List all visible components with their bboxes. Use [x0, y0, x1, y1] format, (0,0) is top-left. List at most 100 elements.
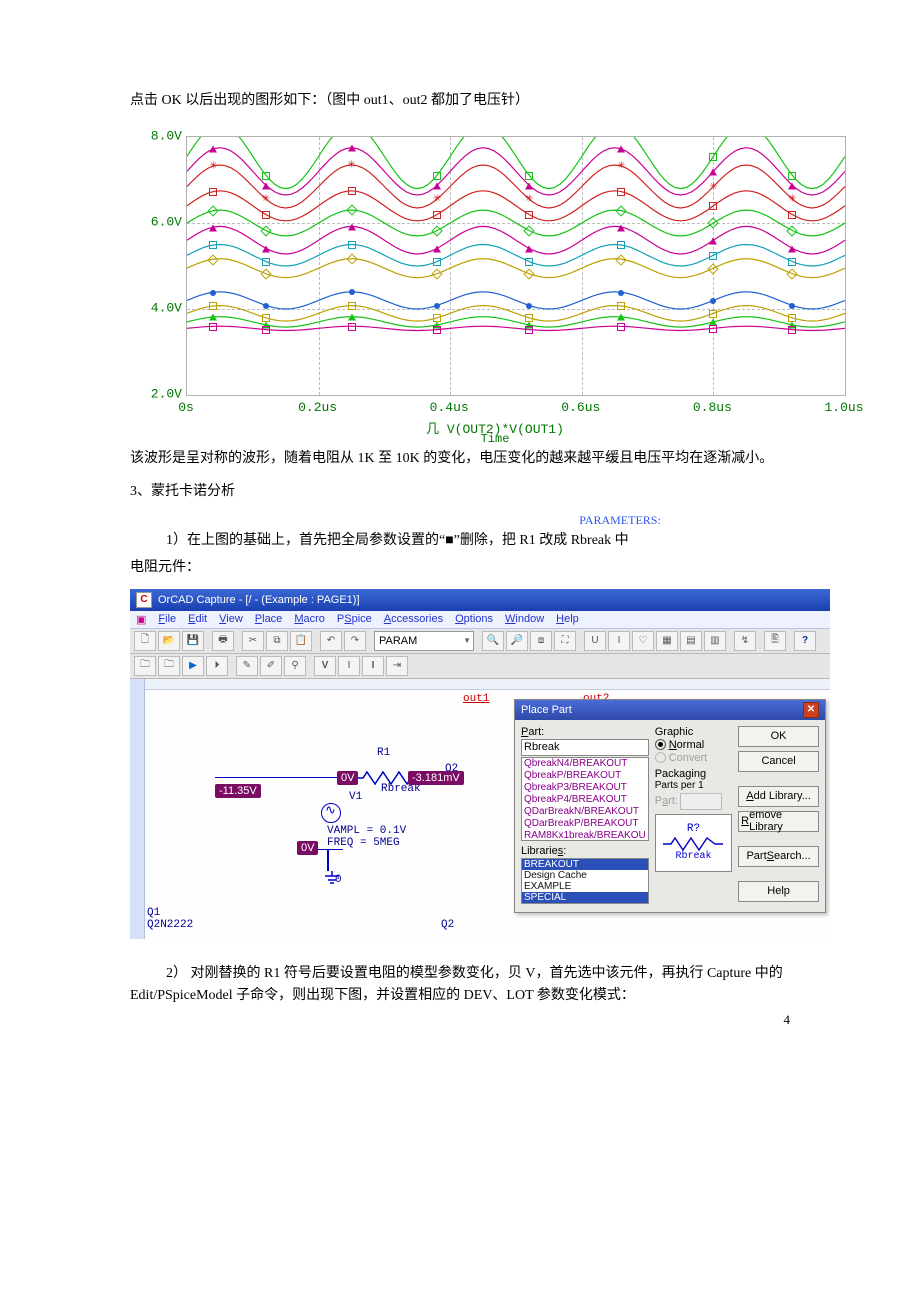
open-icon[interactable]: 📂 — [158, 631, 180, 651]
voltage-0v-box-1: 0V — [337, 771, 358, 785]
part-listbox[interactable]: QbreakN4/BREAKOUTQbreakP/BREAKOUTQbreakP… — [521, 757, 649, 841]
packaging-label: Packaging — [655, 768, 732, 780]
app-icon: C — [136, 592, 152, 608]
tool-g1-icon[interactable]: ▦ — [656, 631, 678, 651]
help-button[interactable]: Help — [738, 881, 819, 902]
part-label: Part: — [521, 726, 649, 738]
step-2-text: 2） 对刚替换的 R1 符号后要设置电阻的模型参数变化，贝 V，首先选中该元件，… — [130, 963, 790, 1008]
t2-3-icon[interactable]: ⏵ — [206, 656, 228, 676]
menu-macro[interactable]: Macro — [294, 613, 325, 626]
ok-button[interactable]: OK — [738, 726, 819, 747]
voltage-0v-box-2: 0V — [297, 841, 318, 855]
part-dropdown[interactable]: PARAM — [374, 631, 474, 651]
orcad-window: C OrCAD Capture - [/ - (Example : PAGE1)… — [130, 589, 830, 939]
tool-v-icon[interactable]: ♡ — [632, 631, 654, 651]
dialog-titlebar: Place Part ✕ — [515, 700, 825, 720]
menu-view[interactable]: View — [219, 613, 243, 626]
menu-help[interactable]: Help — [556, 613, 579, 626]
net-out1: out1 — [463, 693, 489, 705]
undo-icon[interactable]: ↶ — [320, 631, 342, 651]
bold-i-icon[interactable]: I — [362, 656, 384, 676]
probe-v-icon[interactable]: ✎ — [236, 656, 258, 676]
print-icon[interactable]: 🖶 — [212, 631, 234, 651]
q1-model: Q2N2222 — [147, 919, 193, 931]
voltage-mv-box: -3.181mV — [408, 771, 464, 785]
resistor-part-note: 电阻元件： — [130, 557, 790, 579]
zoom-in-icon[interactable]: 🔍 — [482, 631, 504, 651]
remove-library-button[interactable]: Remove Library — [738, 811, 819, 832]
freq-label: FREQ = 5MEG — [327, 837, 400, 849]
q2-right: Q2 — [441, 919, 454, 931]
add-library-button[interactable]: Add Library... — [738, 786, 819, 807]
menu-place[interactable]: Place — [255, 613, 283, 626]
toolbar-row-1: 🗋 📂 💾 🖶 ✂ ⧉ 📋 ↶ ↷ PARAM 🔍 🔎 ⧈ ⛶ U I ♡ ▦ … — [130, 629, 830, 654]
preview-type: Rbreak — [675, 851, 711, 862]
q1-refdes: Q1 — [147, 907, 160, 919]
close-icon[interactable]: ✕ — [803, 702, 819, 718]
menu-accessories[interactable]: Accessories — [384, 613, 443, 626]
tool-g3-icon[interactable]: ▥ — [704, 631, 726, 651]
gnd-0: 0 — [335, 874, 342, 886]
menu-window[interactable]: Window — [505, 613, 544, 626]
place-part-dialog: Place Part ✕ Part: QbreakN4/BREAKOUTQbre… — [514, 699, 826, 913]
type-dropdown — [680, 793, 722, 810]
tool-u-icon[interactable]: U — [584, 631, 606, 651]
type-label: Part: — [655, 795, 678, 807]
radio-normal[interactable]: Normal — [655, 739, 732, 751]
zoom-fit-icon[interactable]: ⛶ — [554, 631, 576, 651]
section-3-heading: 3、蒙托卡诺分析 — [130, 481, 790, 503]
tool-s-icon[interactable]: ↯ — [734, 631, 756, 651]
vsource-symbol[interactable] — [321, 803, 341, 823]
r1-refdes: R1 — [377, 747, 390, 759]
help-icon[interactable]: ? — [794, 631, 816, 651]
v1-refdes: V1 — [349, 791, 362, 803]
cut-icon[interactable]: ✂ — [242, 631, 264, 651]
left-ruler — [130, 679, 145, 939]
menu-edit[interactable]: Edit — [188, 613, 207, 626]
waveform-chart: ✳✳✳✳✳✳✳✳0s0.2us0.4us0.6us0.8us1.0us2.0V4… — [130, 130, 860, 440]
part-input[interactable] — [521, 739, 649, 756]
page-number: 4 — [784, 1012, 791, 1028]
tool-t-icon[interactable]: 🖺 — [764, 631, 786, 651]
schematic-canvas[interactable]: out1 out2 R1 Q2 Rbreak -11.35V 0V -3.181… — [145, 679, 830, 939]
bold-v-icon[interactable]: V — [314, 656, 336, 676]
tool-i1-icon[interactable]: I — [608, 631, 630, 651]
step-1-text: 1）在上图的基础上，首先把全局参数设置的“■”删除，把 R1 改成 Rbreak… — [166, 530, 790, 552]
i-icon[interactable]: I — [338, 656, 360, 676]
t2-play-icon[interactable]: ▶ — [182, 656, 204, 676]
parameters-label: PARAMETERS: — [450, 513, 790, 528]
vampl-label: VAMPL = 0.1V — [327, 825, 406, 837]
t2-2-icon[interactable]: 🗀 — [158, 656, 180, 676]
window-titlebar: C OrCAD Capture - [/ - (Example : PAGE1)… — [130, 589, 830, 611]
voltage-left-box: -11.35V — [215, 784, 261, 798]
last-icon[interactable]: ⇥ — [386, 656, 408, 676]
menu-pspice[interactable]: PSpice — [337, 613, 372, 626]
copy-icon[interactable]: ⧉ — [266, 631, 288, 651]
t2-1-icon[interactable]: 🗀 — [134, 656, 156, 676]
part-preview: R? Rbreak — [655, 814, 732, 872]
redo-icon[interactable]: ↷ — [344, 631, 366, 651]
intro-text: 点击 OK 以后出现的图形如下：（图中 out1、out2 都加了电压针） — [130, 90, 790, 112]
menu-file[interactable]: File — [158, 613, 176, 626]
zoom-out-icon[interactable]: 🔎 — [506, 631, 528, 651]
libraries-listbox[interactable]: BREAKOUTDesign CacheEXAMPLESPECIAL — [521, 858, 649, 904]
new-icon[interactable]: 🗋 — [134, 631, 156, 651]
wire — [327, 849, 329, 871]
workspace: out1 out2 R1 Q2 Rbreak -11.35V 0V -3.181… — [130, 679, 830, 939]
probe-i-icon[interactable]: ✐ — [260, 656, 282, 676]
preview-refdes: R? — [687, 823, 700, 835]
paragraph-1: 该波形是呈对称的波形，随着电阻从 1K 至 10K 的变化，电压变化的越来越平缓… — [130, 448, 790, 470]
probe-w-icon[interactable]: ⚲ — [284, 656, 306, 676]
tool-g2-icon[interactable]: ▤ — [680, 631, 702, 651]
zoom-area-icon[interactable]: ⧈ — [530, 631, 552, 651]
parts-per-label: Parts per 1 — [655, 780, 732, 791]
graphic-label: Graphic — [655, 726, 732, 738]
paste-icon[interactable]: 📋 — [290, 631, 312, 651]
save-icon[interactable]: 💾 — [182, 631, 204, 651]
cancel-button[interactable]: Cancel — [738, 751, 819, 772]
menu-options[interactable]: Options — [455, 613, 493, 626]
libraries-label: Libraries: — [521, 845, 649, 857]
part-search-button[interactable]: Part Search... — [738, 846, 819, 867]
radio-convert: Convert — [655, 752, 732, 764]
menubar[interactable]: ▣ File Edit View Place Macro PSpice Acce… — [130, 611, 830, 629]
